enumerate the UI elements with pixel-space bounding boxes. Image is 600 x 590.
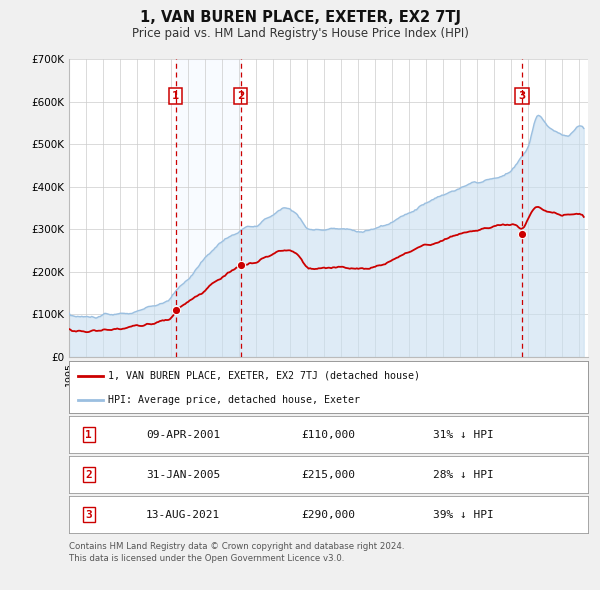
Text: 2: 2 <box>237 91 244 101</box>
Text: 2: 2 <box>85 470 92 480</box>
Text: 1, VAN BUREN PLACE, EXETER, EX2 7TJ (detached house): 1, VAN BUREN PLACE, EXETER, EX2 7TJ (det… <box>108 371 420 381</box>
Text: 31% ↓ HPI: 31% ↓ HPI <box>433 430 494 440</box>
Text: 13-AUG-2021: 13-AUG-2021 <box>146 510 220 520</box>
Text: 1, VAN BUREN PLACE, EXETER, EX2 7TJ: 1, VAN BUREN PLACE, EXETER, EX2 7TJ <box>139 10 461 25</box>
Text: 3: 3 <box>518 91 526 101</box>
Text: 3: 3 <box>85 510 92 520</box>
Text: HPI: Average price, detached house, Exeter: HPI: Average price, detached house, Exet… <box>108 395 360 405</box>
Text: Contains HM Land Registry data © Crown copyright and database right 2024.: Contains HM Land Registry data © Crown c… <box>69 542 404 551</box>
Text: Price paid vs. HM Land Registry's House Price Index (HPI): Price paid vs. HM Land Registry's House … <box>131 27 469 40</box>
Text: 39% ↓ HPI: 39% ↓ HPI <box>433 510 494 520</box>
Text: £215,000: £215,000 <box>302 470 355 480</box>
Text: £290,000: £290,000 <box>302 510 355 520</box>
Text: This data is licensed under the Open Government Licence v3.0.: This data is licensed under the Open Gov… <box>69 554 344 563</box>
Text: 1: 1 <box>172 91 179 101</box>
Text: 1: 1 <box>85 430 92 440</box>
Text: £110,000: £110,000 <box>302 430 355 440</box>
Text: 28% ↓ HPI: 28% ↓ HPI <box>433 470 494 480</box>
Text: 31-JAN-2005: 31-JAN-2005 <box>146 470 220 480</box>
Text: 09-APR-2001: 09-APR-2001 <box>146 430 220 440</box>
Bar <box>176 59 241 357</box>
